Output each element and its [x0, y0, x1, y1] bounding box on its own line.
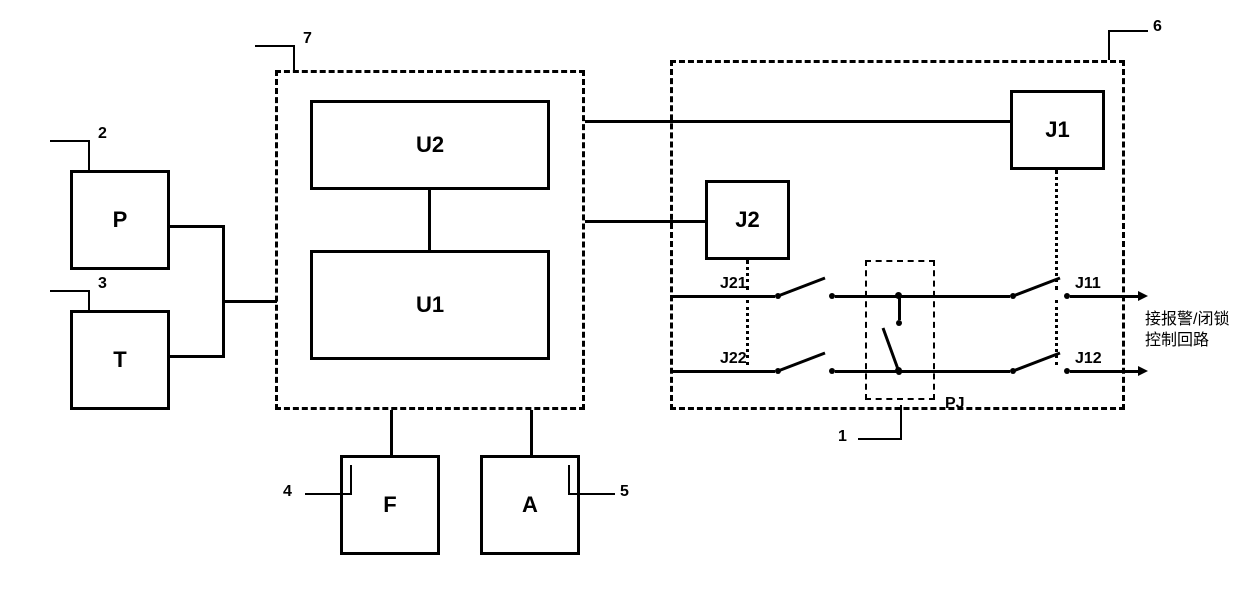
wire-row2-right: [1070, 370, 1140, 373]
block-u1-label: U1: [416, 292, 444, 318]
wire-u2-u1: [428, 190, 431, 250]
link-j2-j21: [746, 260, 749, 290]
switch-pj-label: PJ: [945, 395, 965, 413]
wire-p-down: [222, 225, 225, 300]
arrow-row1: [1138, 291, 1148, 301]
wire-row1-mid2: [898, 295, 1010, 298]
right-caption-line1: 接报警/闭锁: [1145, 310, 1229, 331]
leader-1-v: [900, 405, 902, 440]
block-j1-label: J1: [1045, 117, 1069, 143]
wire-row2-mid2: [880, 370, 1010, 373]
block-f-label: F: [383, 492, 396, 518]
link-j11-j12: [1055, 300, 1058, 365]
switch-j12-label: J12: [1075, 350, 1102, 368]
leader-4-v: [350, 465, 352, 495]
right-caption: 接报警/闭锁 控制回路: [1145, 310, 1229, 352]
arrow-row2: [1138, 366, 1148, 376]
block-u1: U1: [310, 250, 550, 360]
switch-j21: [775, 275, 835, 300]
leader-5-v: [568, 465, 570, 495]
block-j2: J2: [705, 180, 790, 260]
block-j1: J1: [1010, 90, 1105, 170]
switch-j22: [775, 350, 835, 375]
block-p: P: [70, 170, 170, 270]
switch-j11: [1010, 275, 1070, 300]
block-t: T: [70, 310, 170, 410]
switch-j21-label: J21: [720, 275, 747, 293]
leader-1-num: 1: [838, 428, 847, 446]
block-p-label: P: [113, 207, 128, 233]
leader-5-h: [568, 493, 615, 495]
leader-4-num: 4: [283, 483, 292, 501]
leader-3-h: [50, 290, 90, 292]
wire-row2-left: [670, 370, 775, 373]
block-u2: U2: [310, 100, 550, 190]
switch-j11-label: J11: [1075, 275, 1101, 293]
leader-2-num: 2: [98, 125, 107, 143]
wire-row1-right: [1070, 295, 1140, 298]
leader-6-h: [1108, 30, 1148, 32]
leader-3-v: [88, 290, 90, 310]
leader-6-num: 6: [1153, 18, 1162, 36]
leader-4-h: [305, 493, 352, 495]
leader-5-num: 5: [620, 483, 629, 501]
wire-t-up: [222, 300, 225, 358]
leader-2-v: [88, 140, 90, 170]
wire-pt-join: [222, 300, 277, 303]
block-a-label: A: [522, 492, 538, 518]
leader-3-num: 3: [98, 275, 107, 293]
block-a: A: [480, 455, 580, 555]
wire-row1-mid1: [835, 295, 900, 298]
block-u2-label: U2: [416, 132, 444, 158]
block-f: F: [340, 455, 440, 555]
wire-f-up: [390, 410, 393, 455]
wire-row2-mid1: [835, 370, 880, 373]
block-t-label: T: [113, 347, 126, 373]
link-j21-j22: [746, 300, 749, 365]
block-j2-label: J2: [735, 207, 759, 233]
wire-a-up: [530, 410, 533, 455]
leader-7-num: 7: [303, 30, 312, 48]
leader-6-v: [1108, 30, 1110, 60]
link-j1-j11: [1055, 170, 1058, 290]
leader-7-h: [255, 45, 295, 47]
switch-j22-label: J22: [720, 350, 747, 368]
leader-7-v: [293, 45, 295, 70]
leader-2-h: [50, 140, 90, 142]
switch-j12: [1010, 350, 1070, 375]
wire-row1-left: [670, 295, 775, 298]
leader-1-h: [858, 438, 902, 440]
wire-t-out: [170, 355, 225, 358]
right-caption-line2: 控制回路: [1145, 331, 1229, 352]
wire-p-out: [170, 225, 225, 228]
